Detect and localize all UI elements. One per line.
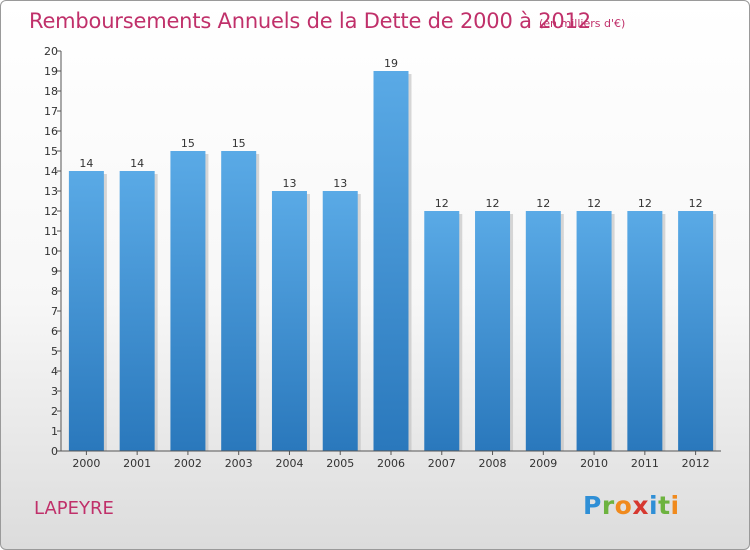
logo-letter: r [601,491,615,520]
data-label-2009: 12 [536,197,550,210]
y-tick-label: 1 [51,425,58,438]
y-tick-label: 7 [51,305,58,318]
chart-subtitle: (en milliers d'€) [539,17,626,30]
y-tick-label: 11 [44,225,58,238]
data-label-2007: 12 [435,197,449,210]
x-axis: 2000 2001 2002 2003 2004 2005 2006 2007 2008 2009… [61,450,721,470]
x-tick-label-2006: 2006 [377,457,405,470]
logo-letter: P [583,491,602,520]
y-tick-label: 13 [44,185,58,198]
y-tick-label: 12 [44,205,58,218]
bar-2004[interactable] [271,191,307,451]
commune-name: LAPEYRE [34,498,114,519]
data-label-2003: 15 [232,137,246,150]
bar-2003[interactable] [221,151,257,451]
bar-2012[interactable] [678,211,714,451]
data-label-2010: 12 [587,197,601,210]
x-tick-label-2012: 2012 [682,457,710,470]
logo-letter: i [670,491,680,520]
proxiti-logo[interactable]: Proxiti [583,491,680,520]
bar-2006[interactable] [373,71,409,451]
data-label-2004: 13 [282,177,296,190]
y-tick-label: 8 [51,285,58,298]
y-tick-label: 17 [44,105,58,118]
x-tick-label-2005: 2005 [326,457,354,470]
data-label-2012: 12 [689,197,703,210]
logo-letter: o [614,491,633,520]
logo-letter: x [632,491,649,520]
y-tick-label: 0 [51,445,58,458]
x-tick-label-2008: 2008 [479,457,507,470]
data-label-2005: 13 [333,177,347,190]
y-tick-label: 15 [44,145,58,158]
data-label-2002: 15 [181,137,195,150]
y-tick-label: 5 [51,345,58,358]
bar-2000[interactable] [68,171,104,451]
y-tick-label: 19 [44,65,58,78]
x-tick-label-2001: 2001 [123,457,151,470]
bar-2009[interactable] [525,211,561,451]
bar-2008[interactable] [475,211,511,451]
data-label-2000: 14 [79,157,93,170]
y-tick-label: 20 [44,45,58,58]
bar-2005[interactable] [322,191,358,451]
logo-letter: t [658,491,671,520]
x-tick-label-2002: 2002 [174,457,202,470]
data-label-2001: 14 [130,157,144,170]
y-tick-label: 14 [44,165,58,178]
bars: 14 14 15 15 13 13 19 12 12 12 12 12 12 [68,57,717,451]
y-tick-label: 16 [44,125,58,138]
x-tick-label-2011: 2011 [631,457,659,470]
y-tick-label: 3 [51,385,58,398]
x-tick-label-2000: 2000 [72,457,100,470]
y-tick-label: 9 [51,265,58,278]
x-tick-label-2009: 2009 [529,457,557,470]
bar-2002[interactable] [170,151,206,451]
data-label-2011: 12 [638,197,652,210]
bar-2011[interactable] [627,211,663,451]
x-tick-label-2003: 2003 [225,457,253,470]
y-tick-label: 18 [44,85,58,98]
bar-2007[interactable] [424,211,460,451]
data-label-2008: 12 [486,197,500,210]
y-tick-label: 2 [51,405,58,418]
data-label-2006: 19 [384,57,398,70]
logo-letter: i [649,491,659,520]
x-tick-label-2007: 2007 [428,457,456,470]
bar-2010[interactable] [576,211,612,451]
bar-2001[interactable] [119,171,155,451]
y-tick-label: 10 [44,245,58,258]
y-tick-label: 6 [51,325,58,338]
y-tick-label: 4 [51,365,58,378]
chart-title: Remboursements Annuels de la Dette de 20… [29,9,591,33]
x-tick-label-2004: 2004 [275,457,303,470]
x-tick-label-2010: 2010 [580,457,608,470]
